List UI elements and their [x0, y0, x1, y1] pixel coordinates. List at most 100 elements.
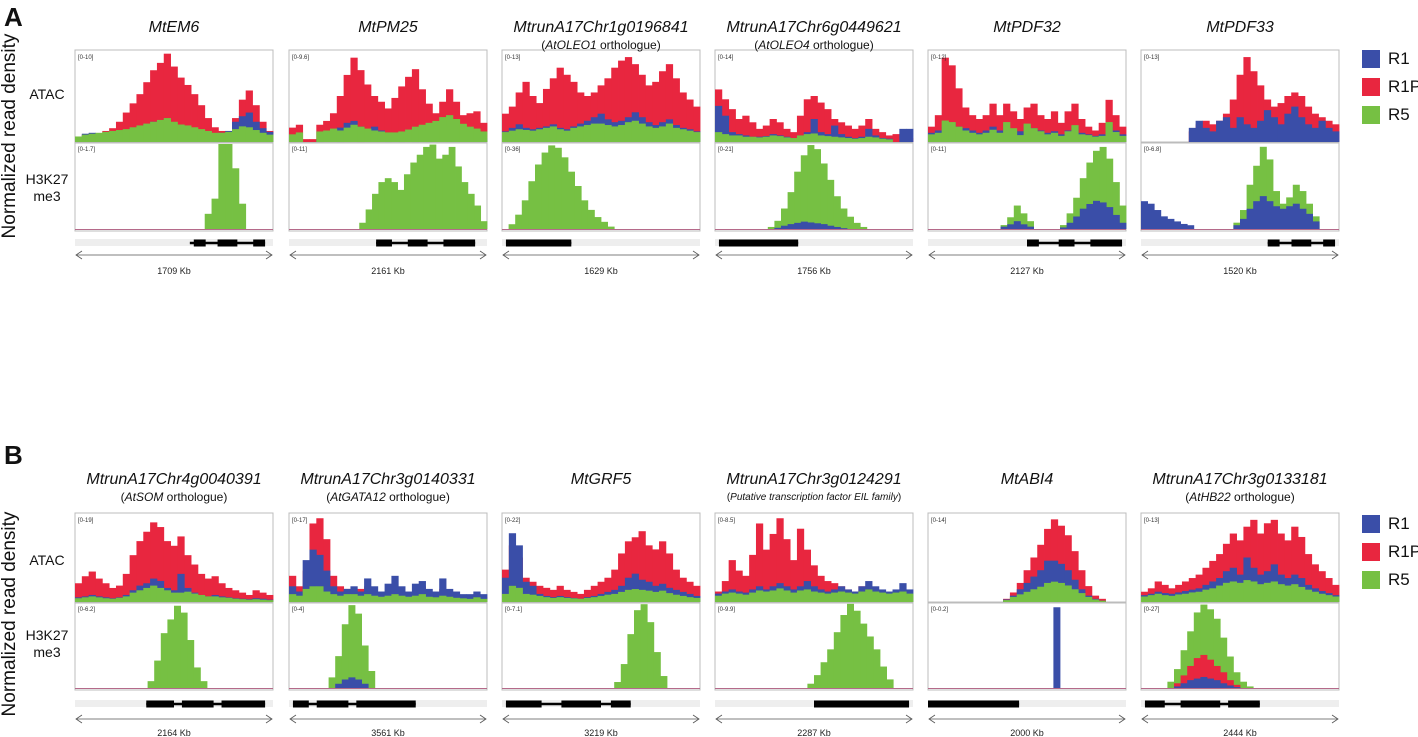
atac-bar-r5: [529, 130, 537, 142]
h3k27-bar-r1: [820, 224, 828, 229]
atac-bar-r5: [391, 132, 399, 142]
atac-bar-r1: [1037, 570, 1045, 602]
gene-subtitle-italic: AtGATA12: [330, 490, 386, 504]
atac-bar-r5: [502, 132, 510, 142]
atac-bar-r5: [735, 593, 743, 602]
atac-bar-r5: [411, 595, 420, 602]
h3k27-bar-r5: [833, 196, 841, 229]
atac-bar-r1p: [191, 94, 199, 142]
atac-bar-r1p: [1016, 119, 1024, 142]
atac-bar-r1: [473, 591, 481, 602]
atac-bar-r1: [1263, 110, 1272, 142]
atac-bar-r1p: [177, 77, 185, 142]
atac-bar-r1: [1291, 106, 1299, 142]
h3k27-bar-r5: [1220, 637, 1228, 688]
atac-bar-r1p: [1078, 119, 1086, 142]
atac-bar-r1p: [749, 554, 757, 602]
h3k27-bar-r1p: [1233, 684, 1241, 688]
legend-swatch-r1: [1362, 50, 1380, 68]
gene-panel: [0-22] [0-7.1] 3219 Kb: [501, 512, 701, 737]
h3k27-bar-r5: [403, 174, 411, 229]
legend-item-r1p: R1P: [1362, 73, 1418, 101]
atac-bar-r5: [88, 596, 96, 602]
atac-bar-r5: [323, 130, 331, 142]
atac-bar-r5: [542, 597, 551, 602]
atac-bar-r1p: [1243, 57, 1251, 142]
h3k27-bar-r1p: [1187, 665, 1195, 688]
atac-bar-r5: [391, 594, 399, 602]
atac-bar-r5: [1243, 580, 1251, 602]
h3k27-bar-r5: [1066, 213, 1074, 229]
h3k27-bar-r1: [1187, 225, 1195, 229]
legend-item-r5: R5: [1362, 566, 1418, 594]
atac-bar-r1p: [411, 69, 420, 142]
atac-range-label: [0-10]: [78, 55, 94, 61]
h3k27-bar-r5: [541, 152, 549, 229]
atac-bar-r5: [1277, 584, 1285, 602]
atac-bar-r1: [480, 594, 488, 602]
h3k27-bar-r5: [873, 649, 881, 688]
h3k27-bar-r1: [800, 221, 808, 229]
h3k27-bar-r5: [601, 221, 608, 229]
span-arrow-right-head: [1331, 250, 1339, 260]
span-label: 2000 Kb: [1010, 728, 1044, 737]
atac-bar-r1p: [115, 585, 124, 602]
span-arrow-right-head: [905, 714, 913, 724]
atac-bar-r1p: [631, 537, 639, 602]
h3k27-range-label: [0-36]: [505, 147, 521, 153]
atac-bar-r1p: [302, 139, 310, 143]
atac-bar-r1p: [309, 139, 317, 143]
atac-bar-r1: [631, 573, 639, 602]
row-label-h3k27-line2: me3: [33, 188, 61, 204]
atac-bar-r5: [1263, 582, 1272, 602]
h3k27-bar-r1: [1093, 200, 1100, 229]
atac-bar-r5: [238, 599, 247, 602]
atac-bar-r5: [364, 128, 372, 142]
atac-bar-r5: [129, 592, 137, 602]
atac-bar-r1p: [583, 589, 592, 602]
atac-bar-r1p: [577, 593, 585, 602]
atac-bar-r1p: [150, 70, 158, 142]
atac-range-label: [0-17]: [292, 518, 308, 524]
h3k27-bar-r1: [814, 223, 821, 229]
atac-bar-r1p: [851, 128, 859, 142]
h3k27-range-label: [0-6.8]: [1144, 147, 1161, 153]
atac-bar-r5: [962, 130, 970, 142]
atac-bar-r5: [357, 126, 365, 142]
atac-bar-r5: [928, 134, 936, 142]
gene-exon: [356, 700, 416, 708]
legend-item-r1: R1: [1362, 510, 1418, 538]
atac-bar-r1: [329, 586, 338, 602]
atac-bar-r5: [817, 135, 825, 142]
atac-bar-r1p: [1277, 533, 1285, 602]
atac-bar-r5: [480, 131, 488, 142]
h3k27-bar-r5: [160, 633, 168, 688]
gene-name: MtPDF32: [993, 19, 1061, 36]
atac-bar-r1p: [618, 60, 626, 143]
span-arrow-right-head: [265, 250, 273, 260]
atac-bar-r5: [968, 132, 977, 142]
atac-bar-r1: [1044, 560, 1052, 602]
atac-bar-r5: [177, 124, 185, 142]
atac-bar-r1p: [665, 553, 674, 602]
atac-bar-r1p: [1291, 526, 1299, 602]
row-label-h3k27-line2: me3: [33, 644, 61, 660]
gene-title: MtPM25: [259, 18, 517, 38]
atac-bar-r1p: [542, 587, 551, 602]
atac-bar-r5: [715, 595, 723, 602]
atac-bar-r5: [796, 590, 805, 602]
atac-bar-r1p: [1250, 71, 1258, 142]
h3k27-bar-r5: [581, 200, 589, 229]
h3k27-bar-r5: [1020, 213, 1028, 229]
h3k27-bar-r5: [378, 182, 386, 229]
atac-bar-r1p: [170, 66, 178, 142]
atac-bar-r1p: [996, 115, 1004, 142]
gene-exon: [376, 239, 392, 247]
atac-bar-r1: [439, 578, 447, 602]
atac-bar-r1: [411, 583, 420, 602]
span-label: 1709 Kb: [157, 266, 191, 276]
atac-bar-r1p: [1257, 533, 1265, 602]
gene-subtitle-text: orthologue: [1230, 490, 1291, 504]
h3k27-bar-r5: [1266, 159, 1274, 229]
h3k27-bar-r5: [640, 604, 648, 688]
